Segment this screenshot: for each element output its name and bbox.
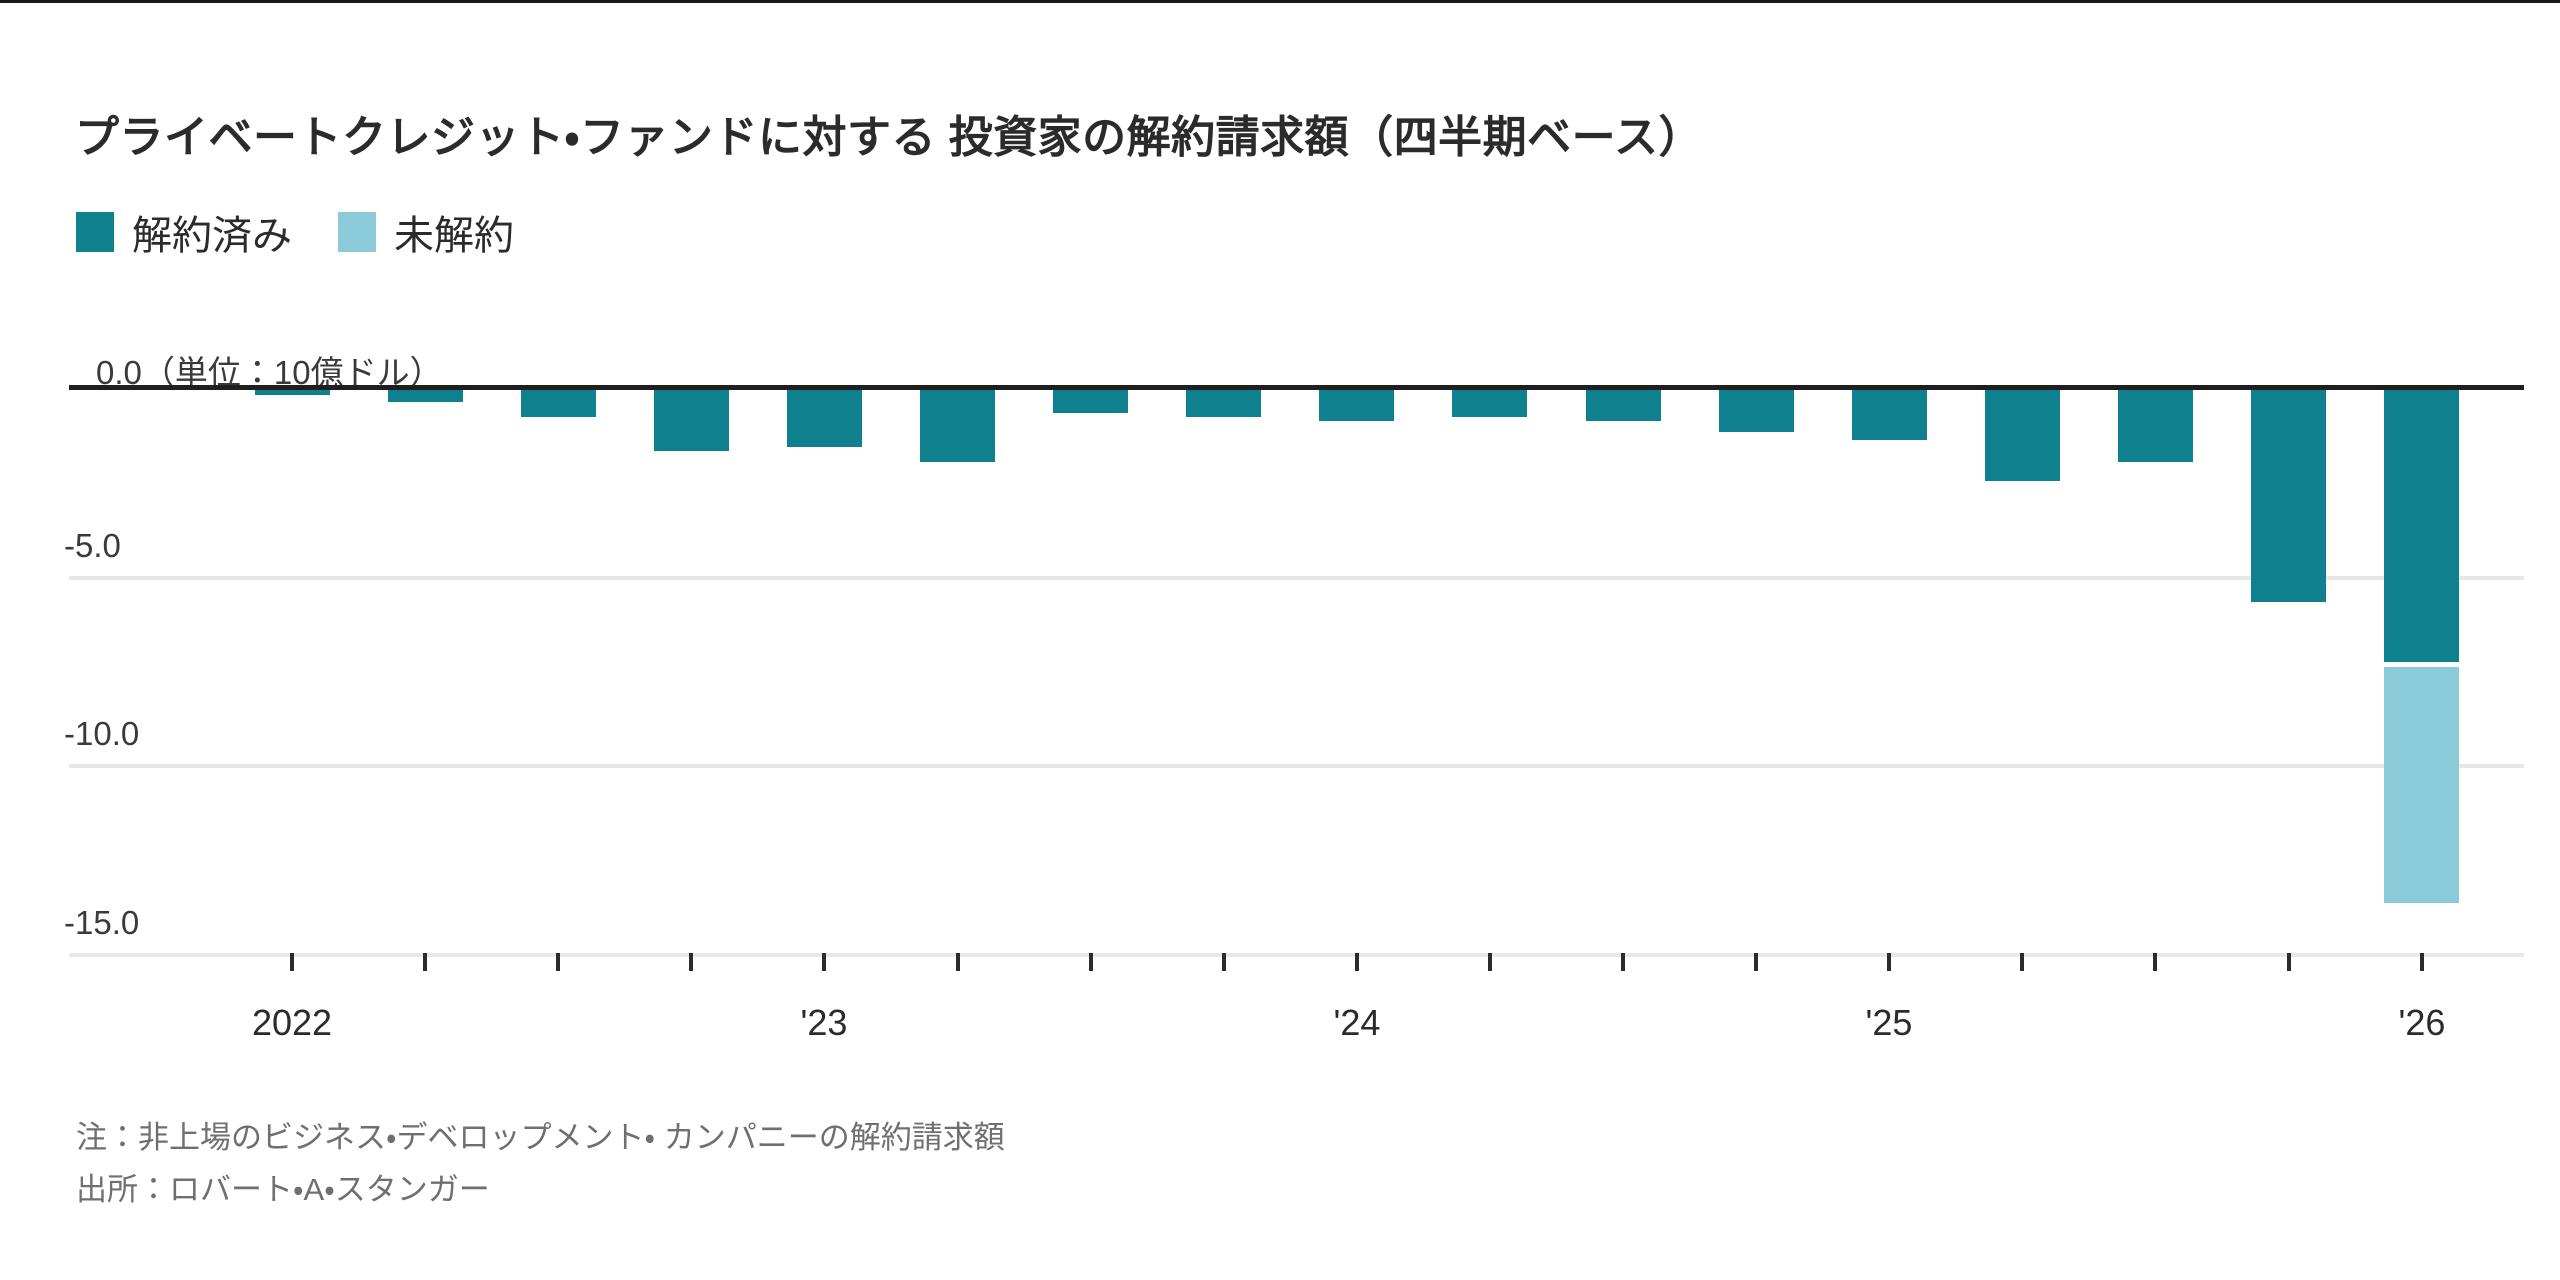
x-axis-tick [1355, 953, 1359, 971]
bar-2023-Q3-redeemed [1053, 387, 1128, 413]
gridline--10 [69, 764, 2524, 768]
legend-label-unredeemed: 未解約 [394, 214, 514, 258]
gridline--5 [69, 576, 2524, 580]
bar-2022-Q4-redeemed [654, 387, 729, 451]
footnote-source-note: 注：非上場のビジネス・デベロップメント・ カンパニーの解約請求額 [76, 1120, 1005, 1155]
x-axis-tick [1887, 953, 1891, 971]
x-axis-label-23: '23 [800, 1002, 848, 1043]
footnotes: 注：非上場のビジネス・デベロップメント・ カンパニーの解約請求額 出所：ロバート… [76, 1112, 1005, 1216]
x-axis-tick [2420, 953, 2424, 971]
x-axis-tick [1754, 953, 1758, 971]
x-axis-tick [822, 953, 826, 971]
bar-2023-Q1-redeemed [787, 387, 862, 447]
x-axis-tick [1621, 953, 1625, 971]
bar-2024-Q4-redeemed [1719, 387, 1794, 432]
legend-item-unredeemed: 未解約 [338, 203, 514, 261]
y-axis-zero-label: 0.0（単位：10億ドル） [96, 354, 443, 391]
bar-2025-Q4-redeemed [2251, 387, 2326, 602]
bar-2026-Q1-unredeemed [2384, 667, 2459, 903]
legend: 解約済み 未解約 [76, 203, 514, 261]
bar-2024-Q2-redeemed [1452, 387, 1527, 417]
x-axis-label-26: '26 [2398, 1002, 2446, 1043]
x-axis-tick [1488, 953, 1492, 971]
bar-2022-Q2-redeemed [388, 387, 463, 402]
legend-label-redeemed: 解約済み [132, 214, 292, 258]
footnote-source: 出所：ロバート・A・スタンガー [76, 1172, 490, 1207]
bar-2023-Q4-redeemed [1186, 387, 1261, 417]
bar-2026-Q1-redeemed [2384, 387, 2459, 662]
x-axis-tick [689, 953, 693, 971]
y-axis-tick-label: -5.0 [64, 527, 121, 564]
x-axis-tick [290, 953, 294, 971]
x-axis-label-25: '25 [1865, 1002, 1913, 1043]
zero-baseline [69, 385, 2524, 390]
legend-item-redeemed: 解約済み [76, 203, 292, 261]
x-axis-tick [1089, 953, 1093, 971]
x-axis-tick [2020, 953, 2024, 971]
y-axis-tick-label: -15.0 [64, 904, 140, 941]
bar-2022-Q3-redeemed [521, 387, 596, 417]
x-axis-label-2022: 2022 [251, 1002, 333, 1043]
bar-2022-Q1-redeemed [255, 387, 330, 395]
bar-2025-Q2-redeemed [1985, 387, 2060, 481]
x-axis-tick [556, 953, 560, 971]
x-axis-label-24: '24 [1333, 1002, 1381, 1043]
x-axis-tick [1222, 953, 1226, 971]
bar-2024-Q3-redeemed [1586, 387, 1661, 421]
bar-2025-Q3-redeemed [2118, 387, 2193, 462]
legend-swatch-redeemed-icon [76, 212, 114, 252]
bar-2024-Q1-redeemed [1319, 387, 1394, 421]
x-axis-tick [956, 953, 960, 971]
x-axis-tick [423, 953, 427, 971]
x-axis-tick [2287, 953, 2291, 971]
bar-2025-Q1-redeemed [1852, 387, 1927, 440]
y-axis-tick-label: -10.0 [64, 715, 140, 752]
x-axis-tick [2153, 953, 2157, 971]
gridline--15 [69, 953, 2524, 957]
chart-title: プライベートクレジット・ファンドに対する 投資家の解約請求額（四半期ベース） [75, 113, 1703, 163]
bar-2023-Q2-redeemed [920, 387, 995, 462]
page-top-rule [0, 0, 2560, 3]
legend-swatch-unredeemed-icon [338, 212, 376, 252]
